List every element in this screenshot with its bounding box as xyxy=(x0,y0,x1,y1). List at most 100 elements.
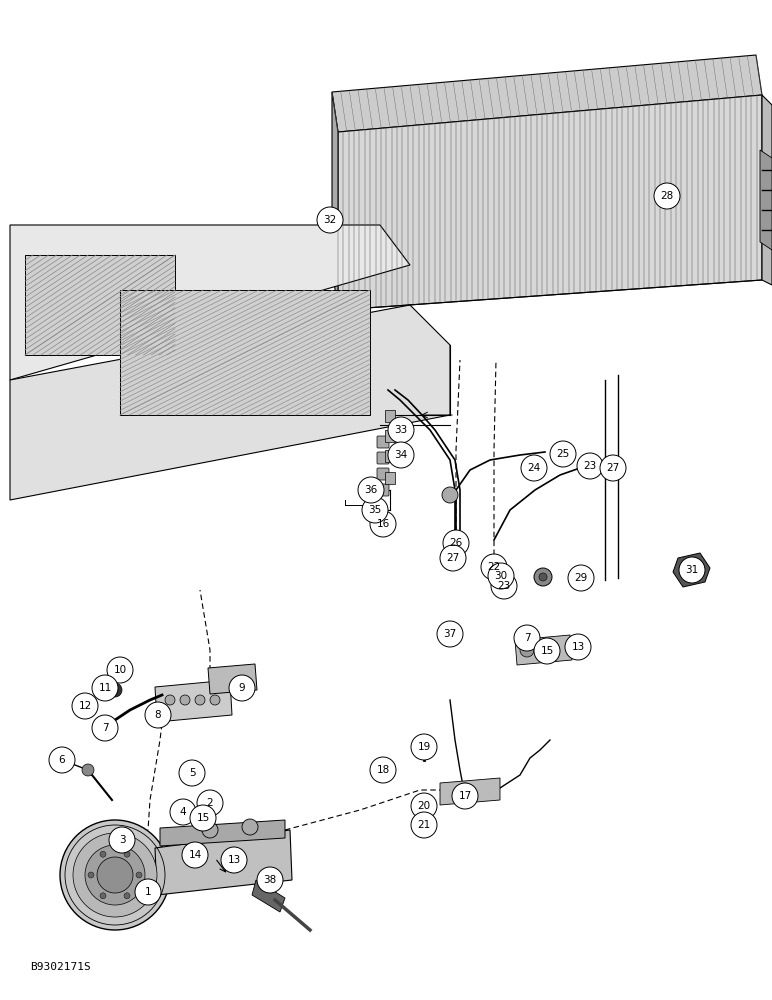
Circle shape xyxy=(179,760,205,786)
Text: 25: 25 xyxy=(557,449,570,459)
FancyBboxPatch shape xyxy=(377,484,389,496)
Text: 20: 20 xyxy=(418,801,431,811)
Circle shape xyxy=(568,565,594,591)
Circle shape xyxy=(491,573,517,599)
Circle shape xyxy=(411,793,437,819)
Circle shape xyxy=(514,625,540,651)
Circle shape xyxy=(437,621,463,647)
Circle shape xyxy=(49,747,75,773)
Circle shape xyxy=(520,643,534,657)
Polygon shape xyxy=(440,778,500,805)
Circle shape xyxy=(317,207,343,233)
Text: 1: 1 xyxy=(144,887,151,897)
Polygon shape xyxy=(155,680,232,722)
Circle shape xyxy=(496,573,504,581)
Circle shape xyxy=(182,842,208,868)
Text: 8: 8 xyxy=(154,710,161,720)
Circle shape xyxy=(83,701,93,711)
Circle shape xyxy=(210,695,220,705)
Circle shape xyxy=(654,183,680,209)
Circle shape xyxy=(481,554,507,580)
Text: 14: 14 xyxy=(188,850,201,860)
Circle shape xyxy=(88,872,94,878)
FancyBboxPatch shape xyxy=(377,452,389,464)
Circle shape xyxy=(195,695,205,705)
Circle shape xyxy=(242,819,258,835)
Polygon shape xyxy=(332,92,338,310)
Circle shape xyxy=(488,563,514,589)
Text: 11: 11 xyxy=(98,683,112,693)
Circle shape xyxy=(370,757,396,783)
Polygon shape xyxy=(673,553,710,587)
Text: 24: 24 xyxy=(527,463,540,473)
Text: 23: 23 xyxy=(584,461,597,471)
Circle shape xyxy=(600,455,626,481)
Text: 5: 5 xyxy=(188,768,195,778)
Text: 35: 35 xyxy=(368,505,381,515)
Circle shape xyxy=(221,847,247,873)
Bar xyxy=(385,450,395,462)
Text: 32: 32 xyxy=(323,215,337,225)
Bar xyxy=(385,410,395,422)
Text: 7: 7 xyxy=(523,633,530,643)
Circle shape xyxy=(550,441,576,467)
Circle shape xyxy=(108,683,122,697)
Circle shape xyxy=(362,497,388,523)
Text: 15: 15 xyxy=(540,646,554,656)
Circle shape xyxy=(180,695,190,705)
Circle shape xyxy=(107,657,133,683)
Circle shape xyxy=(202,822,218,838)
Polygon shape xyxy=(338,95,762,310)
Text: 2: 2 xyxy=(207,798,213,808)
Circle shape xyxy=(92,715,118,741)
Text: 7: 7 xyxy=(102,723,108,733)
Text: 33: 33 xyxy=(394,425,408,435)
Circle shape xyxy=(92,675,118,701)
Text: 30: 30 xyxy=(494,571,507,581)
Text: 34: 34 xyxy=(394,450,408,460)
Circle shape xyxy=(458,783,472,797)
Circle shape xyxy=(388,417,414,443)
Text: B9302171S: B9302171S xyxy=(30,962,91,972)
Circle shape xyxy=(443,530,469,556)
Circle shape xyxy=(521,455,547,481)
Circle shape xyxy=(358,477,384,503)
Circle shape xyxy=(124,851,130,857)
Text: 6: 6 xyxy=(59,755,66,765)
Text: 36: 36 xyxy=(364,485,378,495)
Polygon shape xyxy=(208,664,257,694)
Circle shape xyxy=(190,805,216,831)
Text: 22: 22 xyxy=(487,562,500,572)
Circle shape xyxy=(491,568,509,586)
Circle shape xyxy=(197,790,223,816)
Circle shape xyxy=(124,893,130,899)
Polygon shape xyxy=(155,830,292,895)
Polygon shape xyxy=(762,95,772,285)
Text: 38: 38 xyxy=(263,875,276,885)
Polygon shape xyxy=(515,635,572,665)
Text: 27: 27 xyxy=(606,463,620,473)
Circle shape xyxy=(565,634,591,660)
Circle shape xyxy=(100,851,106,857)
Text: 10: 10 xyxy=(113,665,127,675)
FancyBboxPatch shape xyxy=(377,468,389,480)
Circle shape xyxy=(419,801,429,811)
Circle shape xyxy=(411,734,437,760)
Circle shape xyxy=(145,702,171,728)
Polygon shape xyxy=(332,55,762,132)
Circle shape xyxy=(60,820,170,930)
Circle shape xyxy=(257,867,283,893)
Circle shape xyxy=(539,573,547,581)
Circle shape xyxy=(73,833,157,917)
Circle shape xyxy=(229,675,255,701)
Circle shape xyxy=(442,487,458,503)
Text: 12: 12 xyxy=(79,701,92,711)
Text: 13: 13 xyxy=(228,855,241,865)
Polygon shape xyxy=(760,150,772,250)
Circle shape xyxy=(135,879,161,905)
Circle shape xyxy=(440,545,466,571)
Text: 26: 26 xyxy=(449,538,462,548)
Circle shape xyxy=(72,693,98,719)
Circle shape xyxy=(109,827,135,853)
Polygon shape xyxy=(120,290,370,415)
